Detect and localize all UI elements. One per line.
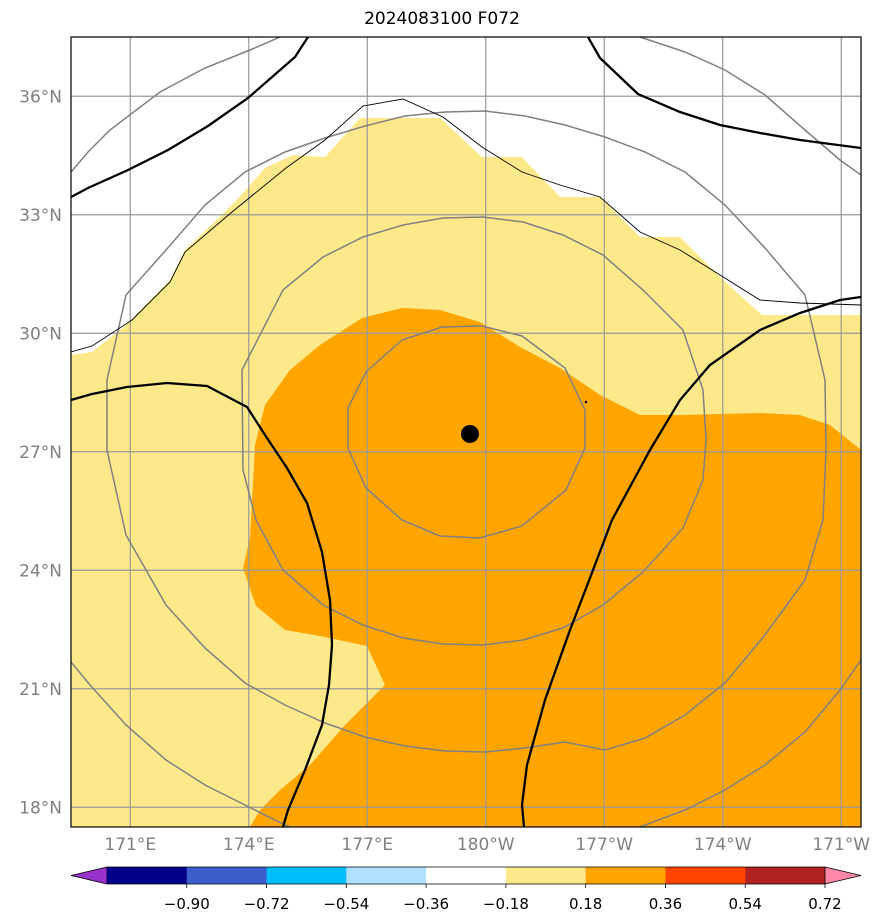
plot-frame bbox=[70, 36, 862, 828]
thick-contour bbox=[71, 381, 334, 827]
range-ring bbox=[71, 661, 291, 827]
latitude-labels: 36°N 33°N 30°N 27°N 24°N 21°N 18°N bbox=[19, 87, 62, 818]
colorbar-extend-high bbox=[824, 866, 862, 885]
colorbar-label: 0.72 bbox=[808, 895, 841, 913]
small-marker-dot bbox=[584, 400, 588, 404]
colorbar-segment bbox=[585, 867, 666, 884]
gridlines bbox=[71, 37, 861, 827]
colorbar-segment bbox=[107, 867, 188, 884]
range-ring bbox=[106, 110, 827, 753]
range-rings bbox=[71, 37, 861, 827]
colorbar-segment bbox=[346, 867, 427, 884]
thin-contour bbox=[71, 98, 861, 353]
range-ring bbox=[241, 216, 707, 646]
lat-tick-label: 24°N bbox=[19, 561, 62, 581]
lon-tick-label: 180°W bbox=[457, 835, 515, 855]
colorbar-label: 0.18 bbox=[569, 895, 602, 913]
lon-tick-label: 174°E bbox=[223, 835, 275, 855]
colorbar-label: 0.36 bbox=[649, 895, 682, 913]
colorbar-label: −0.72 bbox=[244, 895, 290, 913]
longitude-labels: 171°E 174°E 177°E 180°W 177°W 174°W 171°W bbox=[104, 835, 870, 855]
thick-contours bbox=[71, 37, 861, 827]
lon-tick-label: 171°E bbox=[104, 835, 156, 855]
lon-tick-label: 177°W bbox=[575, 835, 633, 855]
lat-tick-label: 21°N bbox=[19, 680, 62, 700]
colorbar-segment bbox=[505, 867, 587, 884]
colorbar: −0.90 −0.72 −0.54 −0.36 −0.18 0.18 0.36 0.54 0.7… bbox=[70, 866, 862, 913]
colorbar-label: −0.36 bbox=[403, 895, 449, 913]
colorbar-label: −0.54 bbox=[323, 895, 369, 913]
lat-tick-label: 27°N bbox=[19, 443, 62, 463]
range-ring bbox=[71, 37, 281, 173]
colorbar-segment bbox=[186, 867, 268, 884]
colorbar-segment bbox=[426, 867, 507, 884]
colorbar-extend-low bbox=[70, 866, 108, 885]
colorbar-segment bbox=[745, 867, 826, 884]
range-ring bbox=[639, 37, 861, 176]
lat-tick-label: 33°N bbox=[19, 206, 62, 226]
thick-contour bbox=[520, 295, 861, 827]
lat-tick-label: 36°N bbox=[19, 87, 62, 107]
colorbar-label: 0.54 bbox=[729, 895, 762, 913]
lon-tick-label: 177°E bbox=[341, 835, 393, 855]
lat-tick-label: 18°N bbox=[19, 798, 62, 818]
range-ring bbox=[347, 325, 586, 539]
colorbar-label: −0.90 bbox=[164, 895, 210, 913]
map-title: 2024083100 F072 bbox=[364, 9, 520, 29]
colorbar-segment bbox=[665, 867, 746, 884]
thick-contour bbox=[587, 37, 861, 150]
range-ring bbox=[639, 659, 861, 827]
colorbar-label: −0.18 bbox=[483, 895, 529, 913]
storm-center-marker bbox=[460, 424, 479, 443]
lon-tick-label: 174°W bbox=[694, 835, 752, 855]
colorbar-segment bbox=[266, 867, 347, 884]
lat-tick-label: 30°N bbox=[19, 324, 62, 344]
thick-contour bbox=[71, 37, 309, 199]
lon-tick-label: 171°W bbox=[812, 835, 870, 855]
